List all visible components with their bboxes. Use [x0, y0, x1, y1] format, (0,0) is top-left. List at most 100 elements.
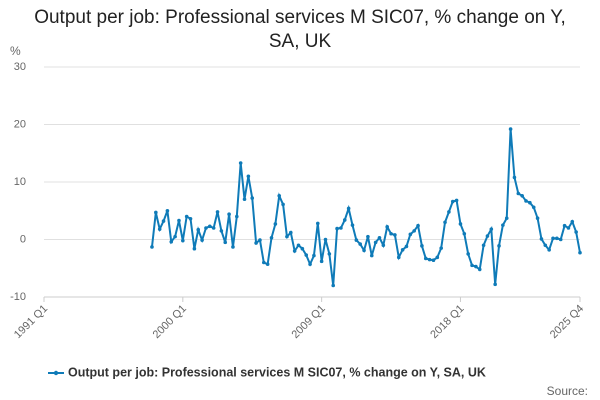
point — [300, 246, 305, 251]
point — [377, 235, 382, 240]
point — [366, 234, 370, 239]
point — [393, 233, 397, 237]
point — [369, 253, 374, 258]
point — [412, 229, 416, 233]
point — [493, 282, 497, 287]
point — [238, 161, 243, 165]
point — [261, 260, 266, 265]
point — [169, 240, 174, 244]
y-tick-label: 10 — [14, 176, 26, 188]
x-tick-label: 2018 Q1 — [428, 303, 466, 341]
point — [331, 283, 336, 288]
point — [404, 244, 409, 249]
point — [408, 232, 413, 237]
point — [531, 205, 536, 210]
point — [447, 210, 451, 214]
point — [489, 227, 494, 231]
point — [339, 226, 343, 230]
point — [181, 238, 185, 243]
point — [315, 221, 320, 226]
point — [458, 222, 463, 226]
point — [342, 218, 347, 222]
point — [508, 127, 513, 131]
point — [431, 258, 436, 263]
point — [574, 230, 578, 234]
point — [423, 256, 428, 261]
point — [346, 206, 351, 211]
point — [150, 245, 154, 249]
point — [435, 255, 440, 260]
point — [277, 194, 282, 198]
x-tick-label: 2009 Q1 — [289, 303, 327, 341]
point — [396, 255, 401, 260]
x-tick-label: 1991 Q1 — [12, 303, 50, 341]
point — [470, 263, 474, 268]
point — [420, 244, 424, 248]
point — [358, 242, 363, 246]
chart-title: Output per job: Professional services M … — [34, 7, 566, 52]
point — [327, 252, 332, 256]
point — [578, 250, 582, 255]
point — [416, 223, 420, 228]
point — [319, 259, 324, 264]
legend-marker — [53, 370, 59, 376]
point — [474, 264, 478, 269]
point — [389, 231, 393, 236]
point — [323, 237, 328, 242]
point — [443, 220, 447, 225]
y-tick-label: -10 — [10, 291, 26, 303]
point — [196, 227, 201, 232]
point — [308, 262, 312, 267]
series-line — [150, 129, 581, 286]
point — [296, 243, 301, 248]
point — [227, 212, 231, 216]
point — [192, 246, 197, 251]
point — [335, 226, 339, 231]
point — [246, 174, 251, 179]
point — [501, 223, 505, 227]
point — [539, 237, 544, 241]
point — [481, 243, 486, 248]
point — [504, 216, 509, 221]
point — [547, 248, 551, 252]
point — [566, 226, 571, 230]
point — [223, 240, 228, 245]
point — [273, 222, 278, 226]
point — [188, 217, 193, 221]
point — [304, 253, 309, 257]
point — [269, 235, 274, 240]
point — [354, 238, 359, 242]
point — [258, 238, 262, 242]
point — [177, 218, 181, 223]
point — [242, 197, 247, 202]
point — [385, 225, 389, 229]
point — [381, 243, 386, 248]
point — [208, 224, 212, 229]
point — [427, 257, 432, 262]
y-tick-label: 0 — [20, 233, 26, 245]
point — [462, 231, 467, 236]
point — [154, 210, 158, 215]
point — [466, 252, 470, 256]
point — [211, 226, 216, 230]
point — [281, 202, 285, 207]
point — [439, 246, 443, 250]
point — [450, 199, 455, 204]
point — [516, 191, 521, 196]
y-tick-label: 20 — [14, 118, 26, 130]
point — [250, 196, 255, 200]
point — [204, 226, 208, 230]
point — [570, 219, 575, 224]
point — [184, 214, 189, 219]
point — [235, 214, 239, 219]
point — [362, 248, 366, 253]
point — [350, 223, 355, 227]
x-tick-label: 2025 Q4 — [548, 303, 586, 341]
point — [288, 230, 293, 235]
point — [215, 210, 220, 214]
point — [555, 236, 559, 241]
y-axis-label: % — [10, 44, 21, 58]
point — [524, 199, 528, 203]
